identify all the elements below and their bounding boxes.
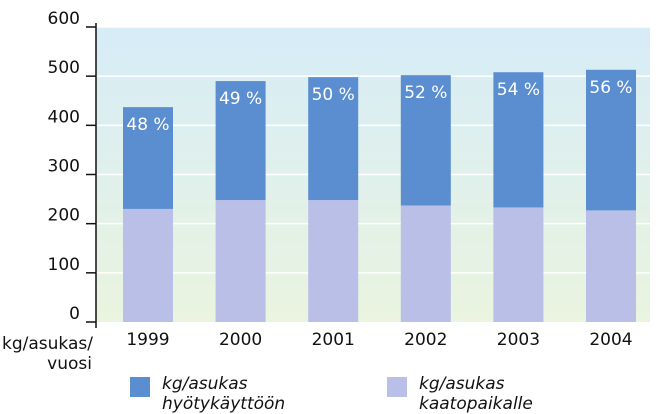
y-axis-label: kg/asukas/ vuosi: [2, 334, 93, 374]
x-tick-label: 2004: [589, 330, 632, 350]
bar-segment: [493, 207, 544, 322]
x-tick-label: 2002: [404, 330, 447, 350]
bar-segment: [123, 208, 173, 322]
y-tick-label: 200: [48, 206, 80, 226]
bar-segment: [586, 210, 636, 322]
share-label: 49 %: [219, 89, 262, 109]
y-tick-label: 100: [48, 255, 80, 275]
share-label: 52 %: [404, 83, 447, 103]
legend-swatch: [387, 377, 407, 397]
y-tick-label: 0: [69, 304, 80, 324]
bar-segment: [215, 81, 266, 201]
bar-segment: [400, 205, 451, 322]
x-tick-label: 2001: [312, 330, 355, 350]
bar-segment: [308, 77, 359, 201]
bar-segment: [493, 72, 544, 208]
bar-segment: [308, 200, 359, 322]
legend-label: kg/asukas kaatopaikalle: [419, 374, 533, 414]
bar-segment: [400, 75, 451, 206]
x-tick-label: 1999: [126, 330, 169, 350]
legend-swatch: [130, 377, 150, 397]
bar-segment: [123, 107, 173, 209]
x-tick-label: 2003: [497, 330, 540, 350]
share-label: 54 %: [497, 80, 540, 100]
x-tick-label: 2000: [219, 330, 262, 350]
bar-segment: [215, 200, 266, 322]
legend-label: kg/asukas hyötykäyttöön: [162, 374, 286, 414]
y-tick-label: 400: [48, 107, 80, 127]
y-tick-label: 500: [48, 58, 80, 78]
y-tick-label: 600: [48, 9, 80, 29]
share-label: 56 %: [589, 78, 632, 98]
y-tick-label: 300: [48, 157, 80, 177]
share-label: 50 %: [312, 85, 355, 105]
bar-segment: [586, 69, 636, 211]
share-label: 48 %: [126, 115, 169, 135]
